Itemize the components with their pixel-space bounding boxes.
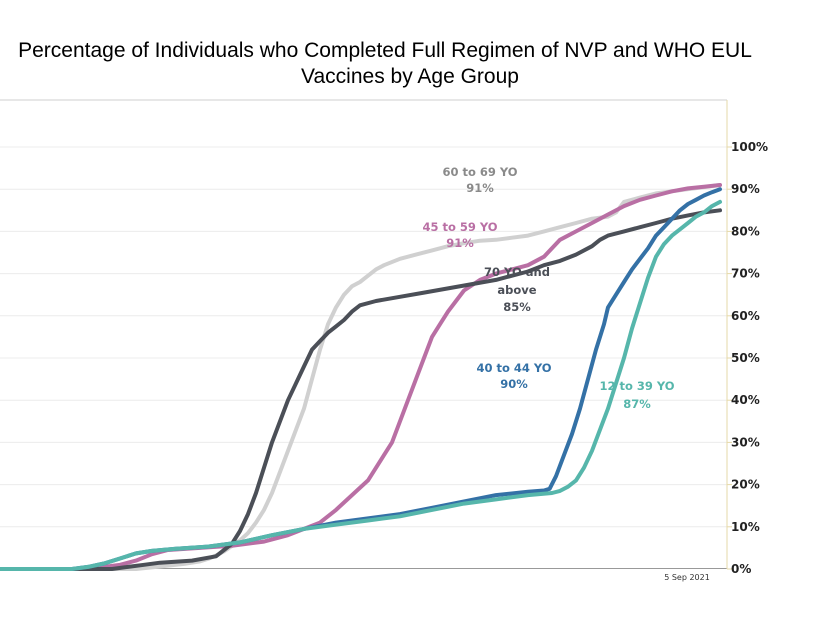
y-tick-label: 100% [731,140,768,154]
series-name-label: 12 to 39 YO [599,379,674,393]
series-value-label: 91% [466,181,494,195]
series-name-label: 70 YO and [484,265,550,279]
y-tick-label: 30% [731,435,760,449]
y-tick-label: 50% [731,351,760,365]
y-tick-label: 70% [731,267,760,281]
series-name-label: 40 to 44 YO [476,361,551,375]
series-labels: 60 to 69 YO 91% 45 to 59 YO 91% 70 YO and abo… [422,165,674,411]
series-name-label: 60 to 69 YO [442,165,517,179]
y-tick-label: 80% [731,224,760,238]
chart-title-line-2: Vaccines by Age Group [301,65,519,88]
x-tick-label-date: 5 Sep 2021 [664,573,710,582]
series-line [0,183,722,571]
series-value-label: 87% [623,397,651,411]
y-tick-label: 10% [731,520,760,534]
series-lines [0,183,722,571]
y-tick-label: 90% [731,182,760,196]
series-line [0,208,722,571]
series-value-label: 91% [446,236,474,250]
series-value-label: 90% [500,377,528,391]
series-value-label: 85% [503,300,531,314]
series-name-label: 45 to 59 YO [422,220,497,234]
series-line [0,183,722,571]
y-tick-labels: 100% 90% 80% 70% 60% 50% 40% 30% 20% 10% 0% [727,140,768,576]
y-tick-label: 60% [731,309,760,323]
chart-title-line-1: Percentage of Individuals who Completed … [18,39,752,62]
chart-title: Percentage of Individuals who Completed … [0,38,780,90]
y-tick-label: 0% [731,562,751,576]
axes [0,99,728,569]
gridlines [0,146,727,528]
series-name-label: above [497,283,536,297]
y-tick-label: 20% [731,478,760,492]
y-tick-label: 40% [731,393,760,407]
series-line [0,199,722,571]
